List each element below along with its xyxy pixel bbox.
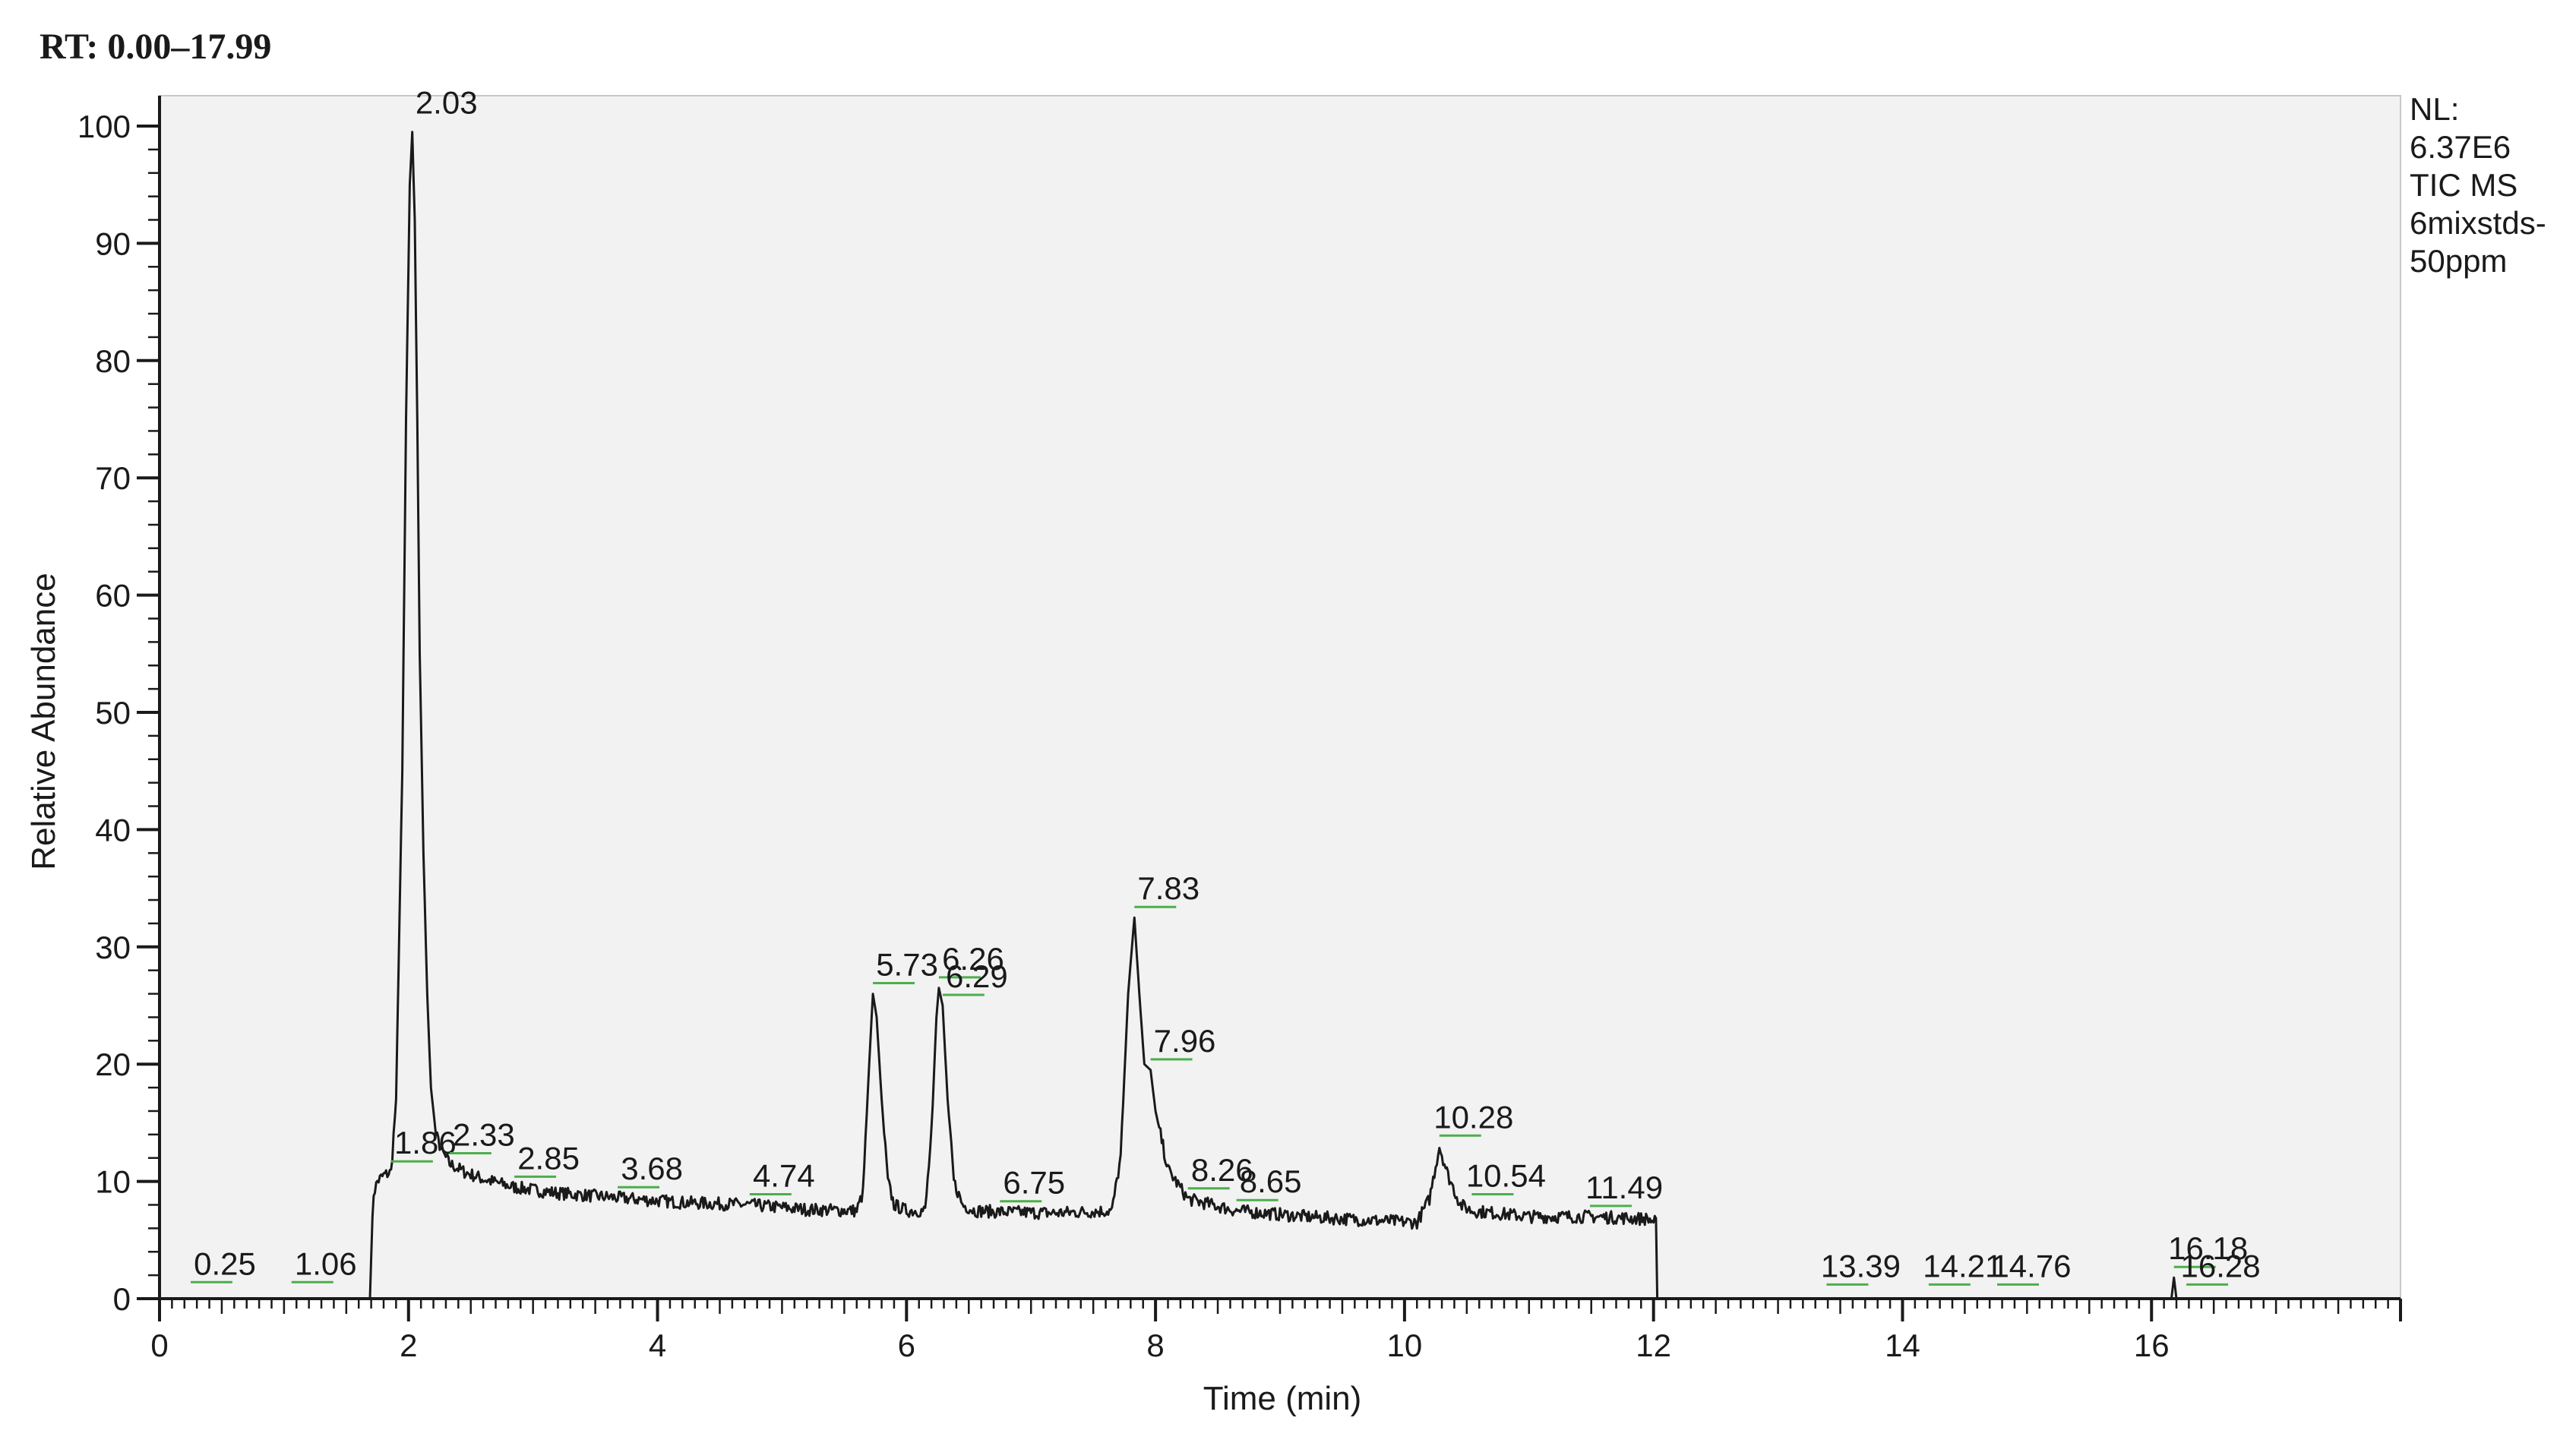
plot-background [159,95,2401,1299]
peak-label: 16.28 [2181,1248,2261,1283]
x-tick-label: 12 [1636,1328,1671,1363]
peak-label-group: 6.26 [938,941,1004,979]
peak-label: 11.49 [1585,1170,1663,1205]
peak-label: 0.25 [194,1246,256,1281]
chart-title: RT: 0.00–17.99 [40,27,271,67]
peak-label: 13.39 [1821,1248,1901,1283]
peak-label-group: 6.75 [1000,1165,1065,1203]
peak-label: 2.85 [517,1140,580,1176]
peak-label-group: 11.49 [1585,1170,1663,1208]
peak-label-group: 2.85 [514,1140,580,1178]
peak-label: 4.74 [753,1157,815,1193]
x-tick-label: 10 [1387,1328,1423,1363]
y-tick-label: 70 [95,460,131,496]
peak-label: 10.54 [1466,1157,1546,1193]
peak-label: 2.33 [453,1116,515,1152]
peak-label-group: 7.83 [1134,870,1199,908]
y-tick-label: 10 [95,1164,131,1200]
plot-area [159,95,2401,1299]
peak-label-group: 10.54 [1466,1157,1546,1195]
peak-label-group: 10.28 [1433,1099,1513,1137]
peak-label-group: 2.33 [449,1116,515,1154]
peak-label: 1.06 [295,1246,357,1281]
y-tick-label: 40 [95,812,131,848]
peak-label: 5.73 [876,947,938,983]
peak-label: 16.18 [2168,1230,2248,1266]
x-tick-label: 8 [1146,1328,1164,1363]
y-axis: 0 10 20 30 40 50 60 70 80 90 100 [77,96,161,1317]
y-tick-label: 100 [77,109,131,144]
peak-label-group: 16.28 [2181,1248,2261,1286]
nl-info-line: 6.37E6 [2410,129,2511,165]
y-tick-label: 90 [95,226,131,261]
y-tick-label: 30 [95,930,131,965]
peak-label-group: 14.76 [1991,1248,2072,1286]
tic-trace [160,131,2400,1300]
x-tick-label: 6 [898,1328,915,1363]
peak-label: 7.83 [1137,870,1199,906]
x-tick-label: 2 [400,1328,417,1363]
y-tick-label: 20 [95,1047,131,1082]
peak-label-group: 8.65 [1236,1163,1302,1201]
peak-label-group: 2.03 [416,85,478,121]
x-tick-label: 16 [2134,1328,2170,1363]
peak-label-group: 1.06 [291,1246,357,1283]
peak-label: 8.65 [1240,1163,1302,1199]
peak-label-group: 3.68 [618,1151,683,1189]
peak-label-group: 5.73 [873,947,938,985]
x-tick-label: 4 [649,1328,666,1363]
x-axis-label: Time (min) [1203,1380,1362,1417]
peak-label-group: 1.86 [390,1125,457,1163]
peak-label: 7.96 [1154,1023,1216,1059]
y-tick-label: 60 [95,578,131,614]
peak-label: 2.03 [416,85,478,121]
peak-label: 6.26 [942,941,1004,977]
x-axis: 0 2 4 6 8 10 12 14 16 [150,1297,2402,1363]
peak-label-group: 4.74 [749,1157,815,1195]
peak-label-group: 13.39 [1821,1248,1901,1286]
y-tick-label: 0 [113,1281,131,1317]
tic-trace-layer [160,131,2400,1300]
x-tick-label: 14 [1885,1328,1920,1363]
peak-label-group: 8.26 [1187,1152,1253,1190]
y-tick-label: 80 [95,343,131,379]
peak-label: 6.29 [946,958,1008,994]
peak-label-group: 7.96 [1150,1023,1216,1061]
peak-label-group: 14.21 [1923,1248,2002,1286]
y-tick-label: 50 [95,695,131,731]
peak-label: 1.86 [394,1125,457,1160]
nl-info-line: 50ppm [2410,243,2507,279]
peak-label: 14.76 [1991,1248,2071,1283]
peak-label-group: 0.25 [190,1246,256,1283]
nl-info-line: TIC MS [2410,167,2518,203]
peak-label: 6.75 [1003,1165,1065,1201]
nl-info-line: NL: [2410,91,2459,127]
peak-label: 3.68 [621,1151,683,1186]
peak-label-group: 16.18 [2168,1230,2248,1268]
peak-labels: 0.25 1.06 1.86 2.03 2.332.85 3.68 4.74 5.73 6.26… [190,85,2261,1286]
peak-label: 14.21 [1923,1248,2002,1283]
y-axis-label: Relative Abundance [25,573,62,870]
peak-label: 8.26 [1191,1152,1253,1188]
peak-label: 10.28 [1433,1099,1513,1135]
peak-label-group: 6.29 [942,958,1008,996]
nl-info-line: 6mixstds- [2410,205,2546,241]
x-tick-label: 0 [150,1328,168,1363]
